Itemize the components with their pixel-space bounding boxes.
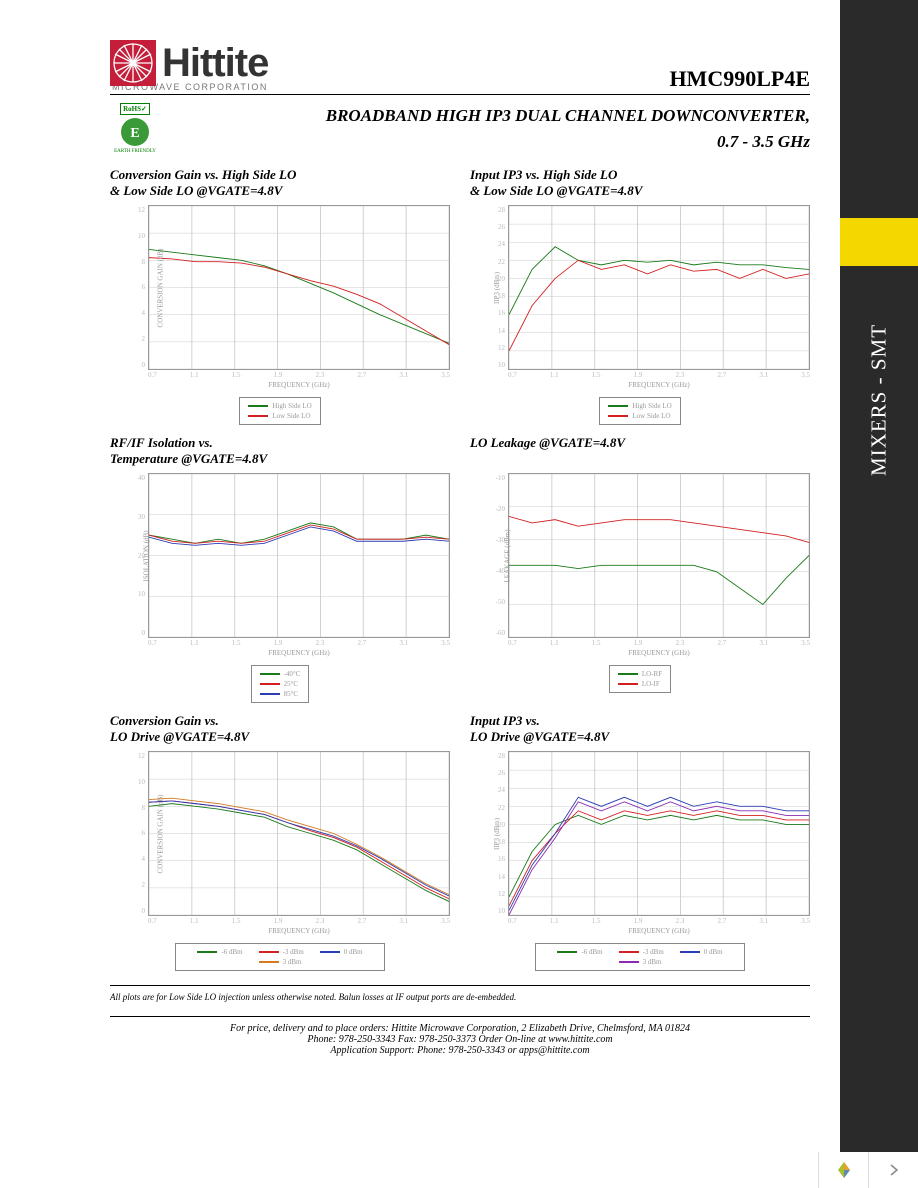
chart-legend: High Side LO Low Side LO	[239, 397, 320, 425]
legend-item: -3 dBm	[259, 948, 304, 956]
earth-friendly-icon: E	[118, 115, 152, 149]
product-subtitle: BROADBAND HIGH IP3 DUAL CHANNEL DOWNCONV…	[168, 103, 840, 154]
y-ticks: 121086420	[129, 206, 145, 369]
legend-item: 0 dBm	[320, 948, 363, 956]
chart-plot: IIP3 (dBm)28262422201816141210	[508, 751, 810, 916]
footnote: All plots are for Low Side LO injection …	[110, 992, 810, 1002]
x-ticks: 0.71.11.51.92.32.73.13.5	[148, 639, 450, 647]
chart-legend: -40°C 25°C 85°C	[251, 665, 310, 703]
chart-plot: ISOLATION (dB)403020100	[148, 473, 450, 638]
chart-legend: LO-RF LO-IF	[609, 665, 671, 693]
footer-contact: For price, delivery and to place orders:…	[110, 1023, 810, 1056]
x-axis-label: FREQUENCY (GHz)	[148, 927, 450, 935]
y-axis-label: CONVERSION GAIN (dB)	[156, 248, 164, 327]
legend-item: 85°C	[260, 690, 301, 698]
x-axis-label: FREQUENCY (GHz)	[508, 649, 810, 657]
x-ticks: 0.71.11.51.92.32.73.13.5	[508, 639, 810, 647]
legend-item: Low Side LO	[608, 412, 671, 420]
chart-title: RF/IF Isolation vs.Temperature @VGATE=4.…	[110, 435, 450, 469]
legend-item: -6 dBm	[557, 948, 602, 956]
x-axis-label: FREQUENCY (GHz)	[508, 381, 810, 389]
chart-plot: CONVERSION GAIN (dB)121086420	[148, 751, 450, 916]
charts-grid: Conversion Gain vs. High Side LO& Low Si…	[110, 167, 810, 971]
chart-plot: IIP3 (dBm)28262422201816141210	[508, 205, 810, 370]
legend-item: 3 dBm	[619, 958, 662, 966]
chart-title: LO Leakage @VGATE=4.8V	[470, 435, 810, 469]
x-axis-label: FREQUENCY (GHz)	[508, 927, 810, 935]
legend-item: Low Side LO	[248, 412, 311, 420]
chart-plot: LEAKAGE (dBm)-10-20-30-40-50-60	[508, 473, 810, 638]
side-tab: MIXERS - SMT 6	[840, 0, 918, 1188]
legend-item: 0 dBm	[680, 948, 723, 956]
chart-legend: High Side LO Low Side LO	[599, 397, 680, 425]
chart-1: Input IP3 vs. High Side LO& Low Side LO …	[470, 167, 810, 425]
y-ticks: 28262422201816141210	[489, 206, 505, 369]
chart-title: Conversion Gain vs.LO Drive @VGATE=4.8V	[110, 713, 450, 747]
viewer-toolbar	[818, 1152, 918, 1188]
y-ticks: -10-20-30-40-50-60	[489, 474, 505, 637]
x-ticks: 0.71.11.51.92.32.73.13.5	[508, 371, 810, 379]
rohs-badge: RoHS✓ E EARTH FRIENDLY	[110, 103, 160, 155]
legend-item: LO-IF	[618, 680, 662, 688]
x-axis-label: FREQUENCY (GHz)	[148, 381, 450, 389]
svg-text:E: E	[130, 126, 139, 141]
x-ticks: 0.71.11.51.92.32.73.13.5	[508, 917, 810, 925]
side-section-label: MIXERS - SMT	[840, 300, 918, 500]
page-header: Hittite MICROWAVE CORPORATION HMC990LP4E	[110, 40, 810, 95]
chart-title: Input IP3 vs. High Side LO& Low Side LO …	[470, 167, 810, 201]
x-ticks: 0.71.11.51.92.32.73.13.5	[148, 917, 450, 925]
chart-legend: -6 dBm -3 dBm 0 dBm 3 dBm	[175, 943, 385, 971]
chart-legend: -6 dBm -3 dBm 0 dBm 3 dBm	[535, 943, 745, 971]
chart-plot: CONVERSION GAIN (dB)121086420	[148, 205, 450, 370]
divider	[110, 985, 810, 986]
legend-item: -40°C	[260, 670, 301, 678]
divider	[110, 1016, 810, 1017]
legend-item: 3 dBm	[259, 958, 302, 966]
y-ticks: 121086420	[129, 752, 145, 915]
x-axis-label: FREQUENCY (GHz)	[148, 649, 450, 657]
y-axis-label: CONVERSION GAIN (dB)	[156, 794, 164, 873]
legend-item: High Side LO	[248, 402, 311, 410]
legend-item: High Side LO	[608, 402, 671, 410]
side-yellow-marker	[840, 218, 918, 266]
legend-item: LO-RF	[618, 670, 662, 678]
chart-5: Input IP3 vs.LO Drive @VGATE=4.8V IIP3 (d…	[470, 713, 810, 971]
chart-title: Input IP3 vs.LO Drive @VGATE=4.8V	[470, 713, 810, 747]
chart-3: LO Leakage @VGATE=4.8V LEAKAGE (dBm)-10-2…	[470, 435, 810, 703]
chart-2: RF/IF Isolation vs.Temperature @VGATE=4.…	[110, 435, 450, 703]
next-page-button[interactable]	[868, 1152, 918, 1188]
chart-title: Conversion Gain vs. High Side LO& Low Si…	[110, 167, 450, 201]
y-ticks: 28262422201816141210	[489, 752, 505, 915]
part-number: HMC990LP4E	[669, 66, 810, 92]
legend-item: 25°C	[260, 680, 301, 688]
legend-item: -3 dBm	[619, 948, 664, 956]
y-ticks: 403020100	[129, 474, 145, 637]
legend-item: -6 dBm	[197, 948, 242, 956]
chart-0: Conversion Gain vs. High Side LO& Low Si…	[110, 167, 450, 425]
company-logo-icon	[110, 40, 156, 86]
chart-4: Conversion Gain vs.LO Drive @VGATE=4.8V C…	[110, 713, 450, 971]
company-name: Hittite	[162, 41, 268, 86]
x-ticks: 0.71.11.51.92.32.73.13.5	[148, 371, 450, 379]
viewer-logo-icon[interactable]	[818, 1152, 868, 1188]
